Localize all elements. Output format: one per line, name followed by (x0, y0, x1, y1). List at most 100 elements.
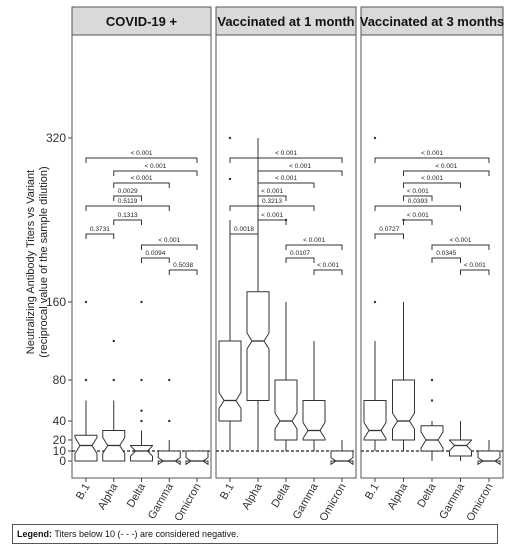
y-axis-title: Neutralizing Antibody Titers vs Variant(… (25, 166, 50, 357)
panel-header (71, 6, 212, 36)
significance-bracket (431, 244, 490, 250)
outlier-point (140, 409, 143, 412)
outlier-point (430, 378, 434, 382)
box (363, 400, 387, 441)
p-value-label: < 0.001 (435, 163, 457, 170)
significance-bracket (374, 157, 490, 163)
legend-box: Legend: Titers below 10 (- - -) are cons… (12, 524, 498, 544)
x-tick-label: Delta (269, 481, 293, 510)
p-value-label: 0.1313 (118, 212, 138, 219)
p-value-label: 0.3213 (262, 198, 282, 205)
box (218, 340, 242, 422)
significance-bracket (113, 170, 198, 176)
x-tick-label: Omicron (172, 482, 203, 521)
x-tick-label: Gamma (437, 481, 467, 520)
x-tick-label: Alpha (386, 481, 411, 512)
significance-bracket (313, 269, 343, 275)
outlier-point (168, 419, 171, 423)
significance-bracket (460, 269, 490, 275)
significance-bracket (257, 195, 287, 201)
box (246, 291, 270, 401)
p-value-label: 0.0094 (145, 250, 165, 257)
p-value-label: < 0.001 (289, 163, 311, 170)
significance-bracket (229, 157, 343, 163)
outlier-point (373, 300, 377, 304)
x-tick-label: Gamma (291, 481, 321, 520)
outlier-point (168, 378, 171, 382)
p-value-label: 0.3731 (90, 226, 110, 233)
significance-bracket (257, 170, 343, 176)
box (392, 379, 415, 441)
significance-bracket (431, 257, 461, 263)
x-tick-label: Delta (415, 481, 439, 510)
significance-bracket (113, 195, 142, 201)
outlier-point (84, 300, 88, 304)
x-tick-label: Gamma (146, 481, 176, 520)
y-tick-label: 0 (59, 454, 66, 468)
significance-bracket (374, 205, 461, 211)
significance-bracket (168, 269, 198, 275)
significance-bracket (229, 205, 315, 211)
p-value-label: < 0.001 (407, 188, 429, 195)
significance-bracket (229, 233, 259, 239)
panel-title: COVID-19 + (106, 14, 178, 29)
significance-bracket (141, 244, 198, 250)
p-value-label: < 0.001 (275, 175, 297, 182)
p-value-label: < 0.001 (450, 237, 472, 244)
y-tick-label: 40 (53, 414, 67, 428)
outlier-point (112, 339, 115, 343)
box (449, 439, 472, 457)
significance-bracket (257, 219, 287, 225)
x-tick-label: B.1 (218, 482, 237, 502)
legend-text: Titers below 10 (- - -) are considered n… (54, 529, 239, 539)
outlier-point (84, 378, 88, 382)
significance-bracket (403, 195, 433, 201)
outlier-point (112, 378, 115, 382)
panel-header (215, 6, 357, 36)
box (302, 400, 326, 441)
outlier-point (140, 300, 143, 304)
x-tick-label: Omicron (464, 482, 495, 521)
significance-bracket (113, 219, 142, 225)
p-value-label: 0.0345 (436, 250, 456, 257)
p-value-label: < 0.001 (131, 150, 153, 157)
panel-title: Vaccinated at 3 months (360, 14, 505, 29)
outlier-point (373, 136, 377, 140)
x-tick-label: B.1 (74, 482, 93, 502)
significance-bracket (85, 233, 115, 239)
significance-bracket (113, 182, 170, 188)
p-value-label: 0.0727 (379, 226, 399, 233)
p-value-label: < 0.001 (131, 175, 153, 182)
outlier-point (430, 399, 434, 402)
p-value-label: < 0.001 (261, 188, 283, 195)
box-plot-chart: Neutralizing Antibody Titers vs Variant(… (25, 6, 505, 523)
box (420, 425, 444, 452)
p-value-label: < 0.001 (421, 150, 443, 157)
p-value-label: < 0.001 (158, 237, 180, 244)
y-axis-title-line2: (reciprocal value of the sample dilution… (38, 166, 50, 357)
significance-bracket (285, 244, 343, 250)
p-value-label: < 0.001 (303, 237, 325, 244)
p-value-label: < 0.001 (421, 175, 443, 182)
y-tick-label: 80 (53, 373, 67, 387)
y-tick-label: 320 (46, 131, 66, 145)
p-value-label: 0.0107 (290, 250, 310, 257)
significance-bracket (285, 257, 315, 263)
box (74, 434, 98, 462)
p-value-label: 0.0029 (118, 188, 138, 195)
legend-title: Legend: (17, 529, 52, 539)
outlier-point (140, 378, 143, 382)
x-tick-label: B.1 (363, 482, 382, 502)
significance-bracket (403, 170, 490, 176)
y-tick-label: 20 (53, 433, 67, 447)
significance-bracket (85, 157, 198, 163)
p-value-label: < 0.001 (407, 212, 429, 219)
x-tick-label: Alpha (96, 481, 121, 512)
x-tick-label: Omicron (317, 482, 348, 521)
significance-bracket (257, 182, 315, 188)
significance-bracket (374, 233, 404, 239)
box (274, 379, 298, 441)
p-value-label: < 0.001 (317, 262, 339, 269)
p-value-label: 0.5119 (118, 198, 138, 205)
significance-bracket (403, 219, 433, 225)
